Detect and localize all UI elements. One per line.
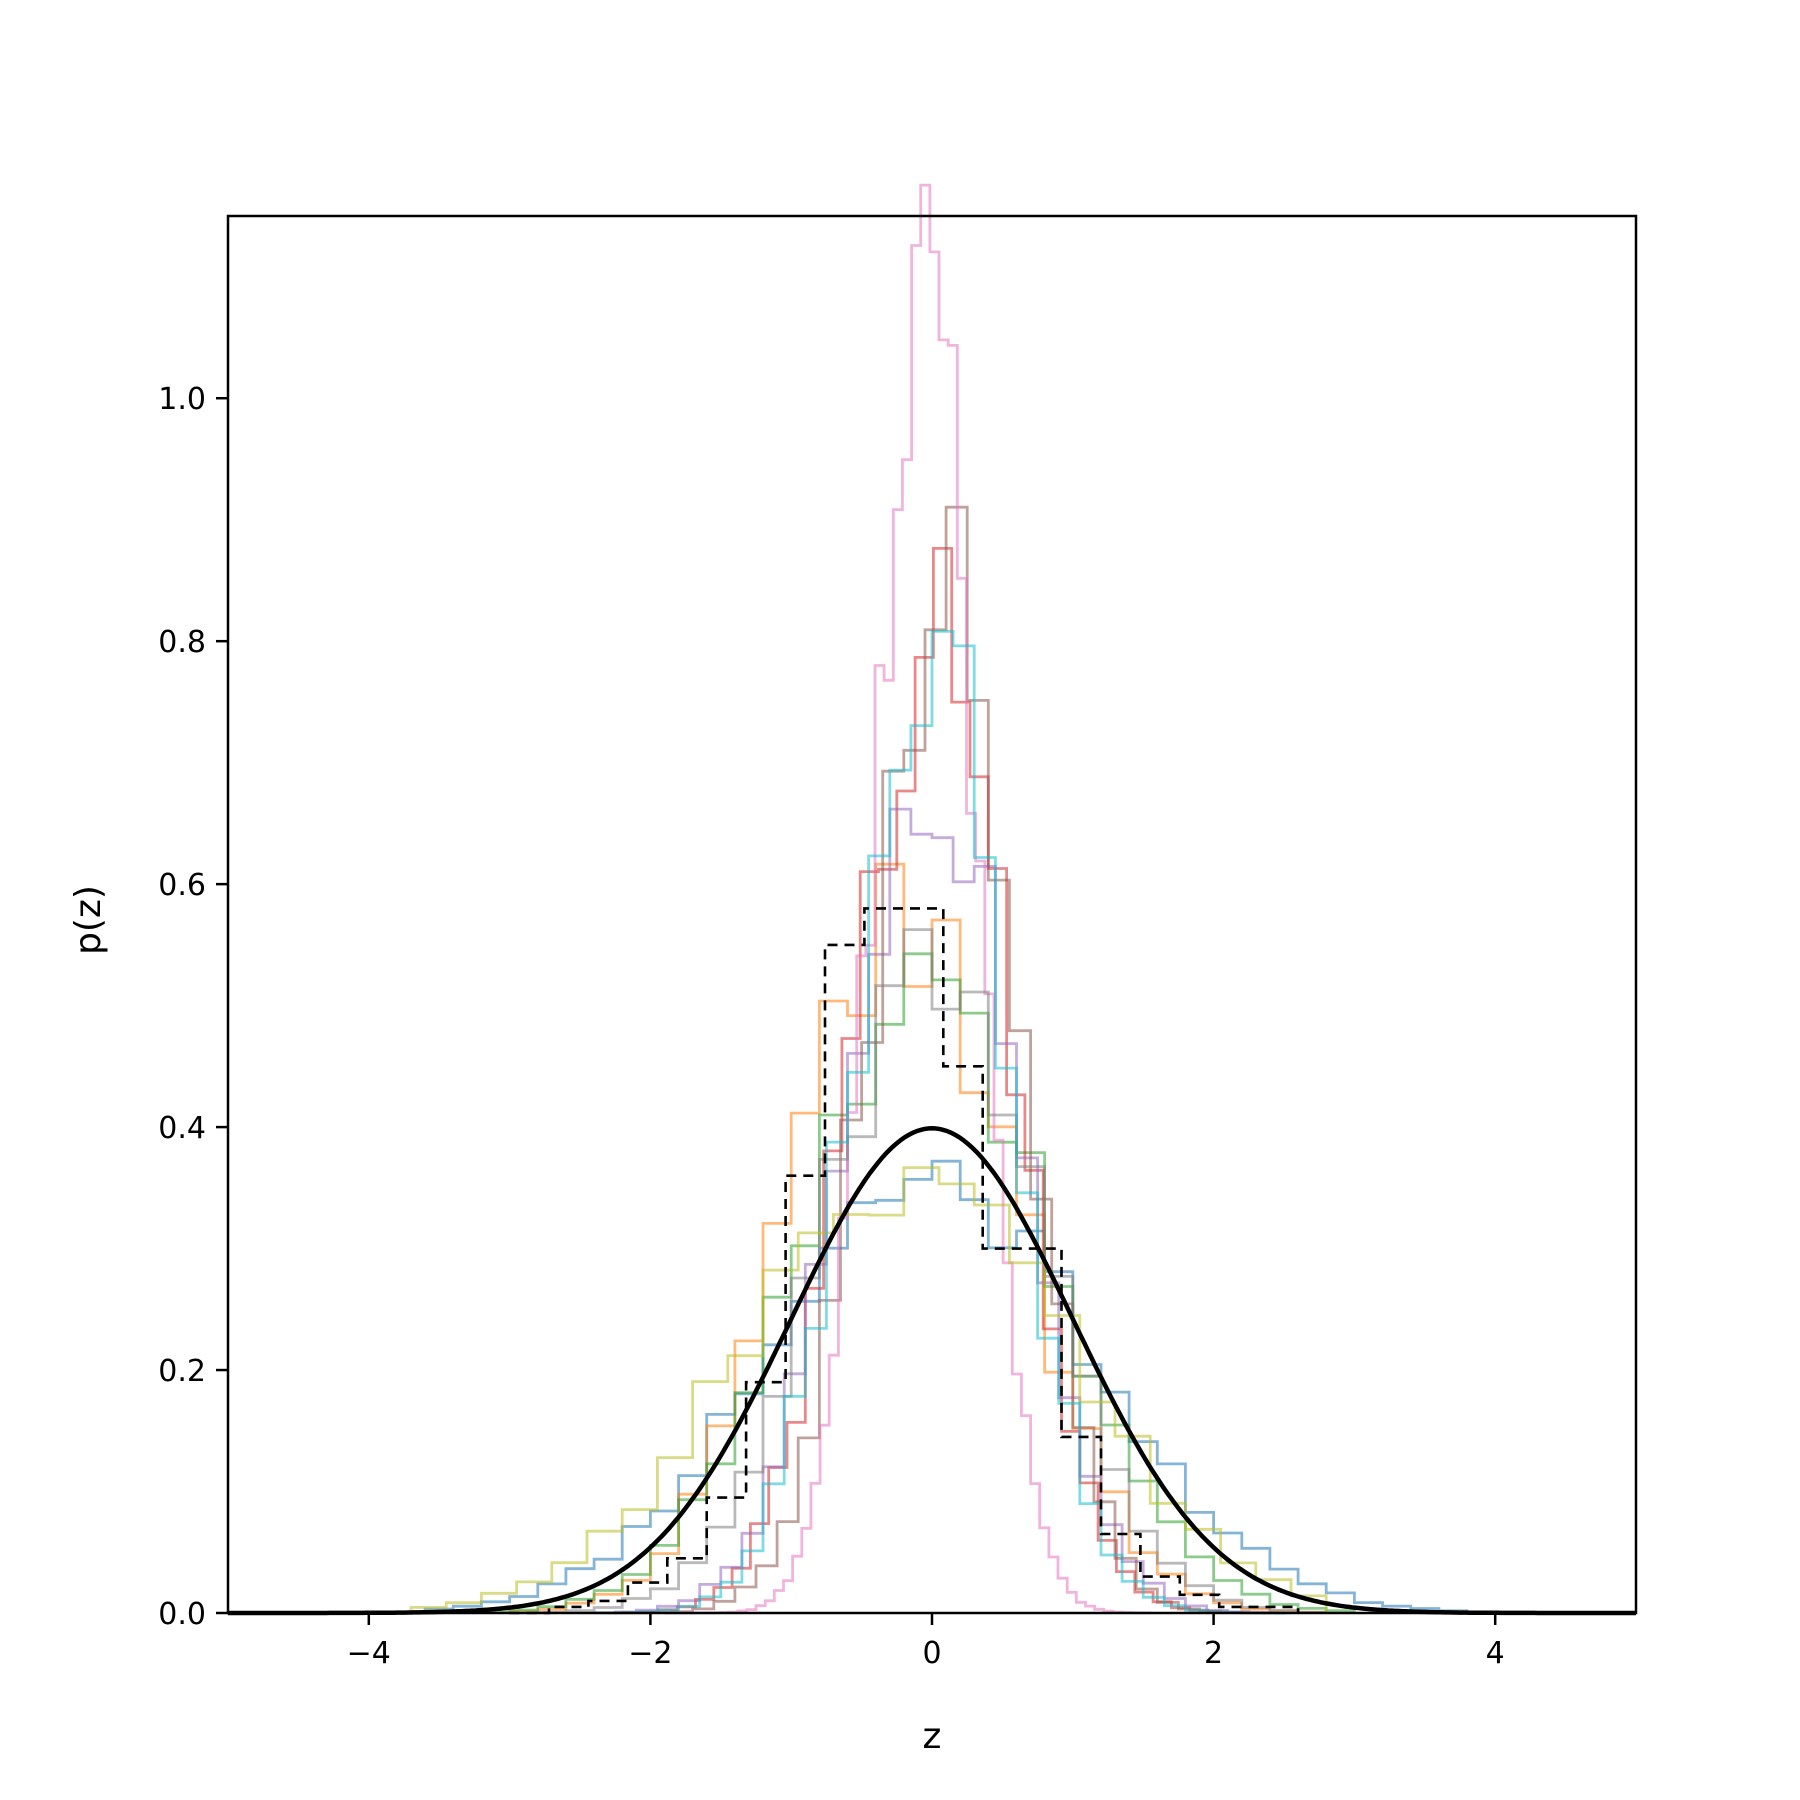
x-tick-label: 2 (1204, 1636, 1223, 1671)
histogram-series-1 (423, 1159, 1469, 1613)
dashed-histogram (509, 907, 1300, 1615)
dashed-histogram-layer (509, 907, 1300, 1615)
histogram-series-10 (592, 629, 1291, 1615)
y-axis-label: p(z) (68, 885, 109, 955)
x-tick-label: 4 (1486, 1636, 1505, 1671)
y-tick-label: 0.6 (158, 868, 206, 903)
histogram-series-5 (592, 807, 1272, 1614)
y-tick-label: 0.0 (158, 1597, 206, 1632)
y-tick-label: 1.0 (158, 382, 206, 417)
x-axis-ticks: −4 −2 0 2 4 (347, 1613, 1505, 1671)
histogram-series-9 (409, 1166, 1328, 1613)
y-tick-label: 0.4 (158, 1111, 206, 1146)
histogram-series-8 (536, 928, 1328, 1614)
histogram-series-3 (480, 952, 1356, 1613)
normal-pdf-curve (228, 1126, 1636, 1616)
x-tick-label: −4 (347, 1636, 391, 1671)
histogram-series-layer (409, 183, 1469, 1615)
histogram-series-7 (664, 183, 1151, 1615)
histogram-series-2 (508, 862, 1328, 1614)
plot-frame (226, 214, 1638, 1615)
x-axis-label: z (923, 1716, 942, 1757)
histogram-series-6 (608, 505, 1284, 1615)
x-tick-label: −2 (628, 1636, 672, 1671)
normal-curve-layer (228, 1126, 1636, 1616)
x-tick-label: 0 (922, 1636, 941, 1671)
y-tick-label: 0.8 (158, 625, 206, 660)
y-tick-label: 0.2 (158, 1354, 206, 1389)
y-axis-ticks: 0.0 0.2 0.4 0.6 0.8 1.0 (158, 382, 228, 1632)
